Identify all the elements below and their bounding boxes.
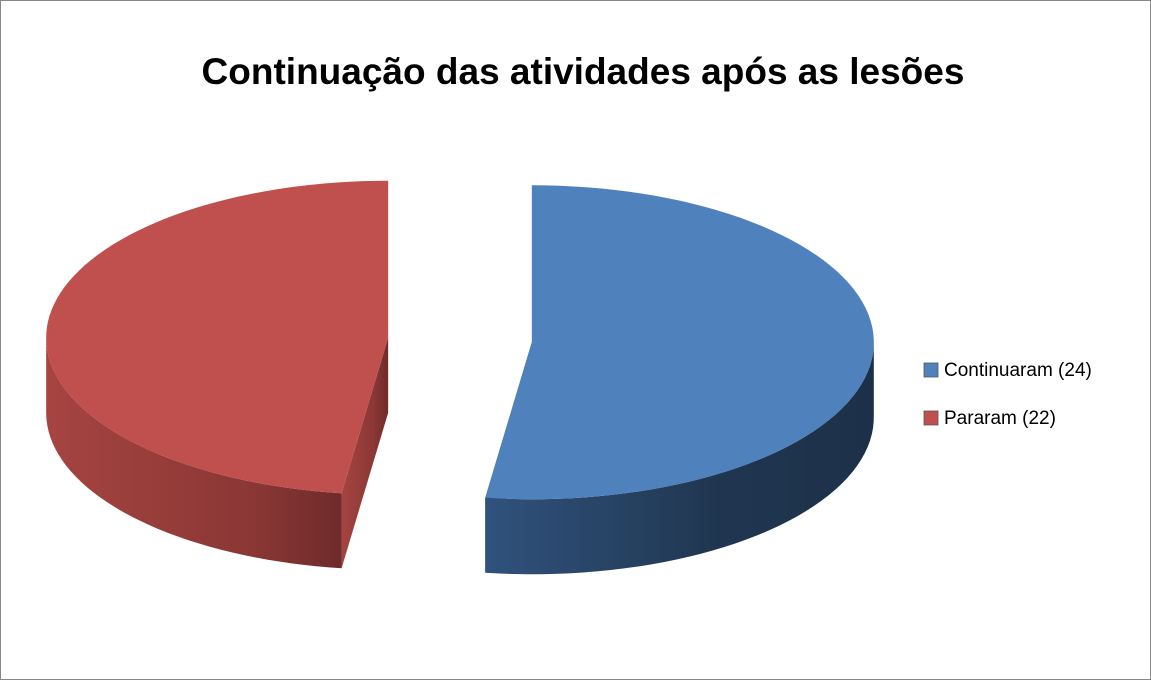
slice-side — [485, 340, 874, 575]
legend-label: Continuaram (24) — [944, 360, 1092, 381]
slice — [485, 185, 874, 500]
slice — [46, 180, 389, 494]
legend-swatch — [923, 362, 939, 378]
chart-title: Continuação das atividades após as lesõe… — [202, 51, 965, 92]
slice-cut-face — [341, 337, 389, 569]
legend-swatch — [923, 410, 939, 426]
legend-label: Pararam (22) — [944, 408, 1056, 429]
slice-side — [46, 338, 342, 569]
